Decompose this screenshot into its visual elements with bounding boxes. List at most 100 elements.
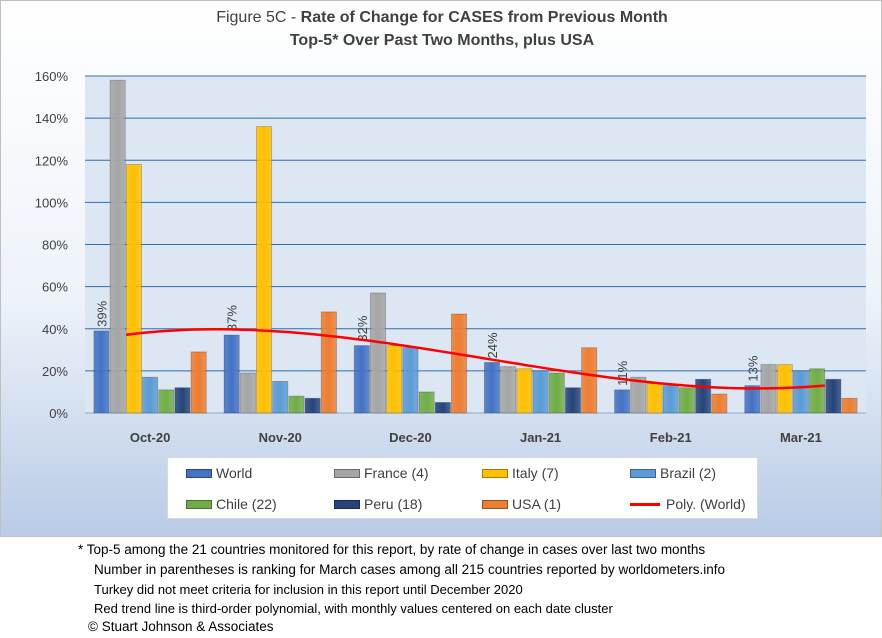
footnote-copyright: © Stuart Johnson & Associates [88, 619, 274, 634]
y-tick-label: 0% [49, 406, 68, 421]
chart-title-prefix: Figure 5C - [216, 9, 301, 26]
y-tick-label: 60% [42, 280, 68, 295]
y-tick-label: 160% [35, 69, 69, 84]
y-tick-label: 80% [42, 238, 68, 253]
bar-italy-feb-21 [646, 383, 663, 414]
x-tick-label: Feb-21 [650, 430, 692, 445]
bar-world-feb-21 [614, 389, 631, 414]
bar-brazil-dec-20 [402, 347, 419, 414]
bar-chile-nov-20 [288, 395, 305, 414]
bar-brazil-oct-20 [142, 376, 159, 414]
bar-chile-dec-20 [418, 391, 435, 414]
bar-chile-jan-21 [548, 372, 565, 414]
bar-brazil-jan-21 [532, 370, 549, 414]
y-tick-label: 20% [42, 364, 68, 379]
bar-italy-jan-21 [516, 368, 533, 414]
bar-france-dec-20 [370, 292, 387, 414]
x-tick-label: Nov-20 [259, 430, 302, 445]
y-tick-label: 40% [42, 322, 68, 337]
chart-title: Figure 5C - Rate of Change for CASES fro… [1, 9, 882, 27]
bar-brazil-mar-21 [792, 370, 809, 414]
bar-usa-jan-21 [581, 347, 598, 414]
bars [93, 79, 858, 414]
x-tick-label: Mar-21 [780, 430, 822, 445]
bar-france-oct-20 [109, 79, 126, 414]
footnote-3: Turkey did not meet criteria for inclusi… [94, 582, 523, 597]
chart-area: Figure 5C - Rate of Change for CASES fro… [0, 0, 882, 537]
bar-usa-dec-20 [451, 313, 468, 414]
legend-swatch [334, 499, 360, 509]
legend-label: France (4) [364, 465, 429, 481]
x-tick-label: Jan-21 [520, 430, 561, 445]
legend-item: USA (1) [482, 494, 561, 514]
bar-world-dec-20 [353, 345, 370, 414]
legend-label: Italy (7) [512, 465, 559, 481]
y-tick-label: 100% [35, 195, 69, 210]
footnote-4: Red trend line is third-order polynomial… [94, 601, 613, 616]
legend-label: World [216, 465, 253, 481]
legend-label: Chile (22) [216, 496, 277, 512]
bar-usa-nov-20 [320, 311, 337, 414]
data-label-world: 11% [615, 360, 630, 385]
legend-swatch [334, 468, 360, 478]
x-tick-label: Oct-20 [130, 430, 170, 445]
bar-peru-jan-21 [564, 387, 581, 414]
bar-brazil-nov-20 [272, 381, 289, 414]
bar-chile-mar-21 [809, 368, 826, 414]
bar-world-mar-21 [744, 385, 761, 414]
legend-swatch [186, 468, 212, 478]
footnote-1: * Top-5 among the 21 countries monitored… [78, 542, 706, 557]
bar-peru-nov-20 [304, 397, 321, 414]
bar-france-nov-20 [239, 372, 256, 414]
legend-item: Peru (18) [334, 494, 422, 514]
trendline-world [125, 328, 826, 390]
bar-world-jan-21 [483, 362, 500, 414]
data-label-world: 32% [355, 315, 370, 341]
bar-brazil-feb-21 [662, 385, 679, 414]
data-label-world: 39% [94, 300, 109, 326]
legend-swatch [186, 499, 212, 509]
y-tick-labels: 0% 20% 40% 60% 80% 100% 120% 140% 160% [35, 69, 69, 421]
x-tick-label: Dec-20 [389, 430, 432, 445]
bar-peru-feb-21 [695, 378, 712, 414]
legend-label: Peru (18) [364, 496, 423, 512]
x-tick-labels: Oct-20 Nov-20 Dec-20 Jan-21 Feb-21 Mar-21 [130, 430, 822, 445]
bar-italy-nov-20 [256, 126, 273, 414]
footnotes: * Top-5 among the 21 countries monitored… [0, 537, 882, 638]
data-label-world: 37% [225, 305, 240, 331]
bar-world-oct-20 [93, 330, 110, 414]
legend-swatch [482, 499, 508, 509]
legend-line-swatch [630, 502, 660, 506]
legend: World France (4) Italy (7) Brazil (2) Chile … [167, 457, 758, 519]
bar-italy-dec-20 [386, 345, 403, 414]
trendline-layer [125, 328, 826, 390]
bar-italy-oct-20 [125, 164, 142, 414]
bar-france-feb-21 [630, 376, 647, 414]
bar-usa-feb-21 [711, 393, 728, 414]
legend-label: Poly. (World) [666, 496, 746, 512]
legend-label: Brazil (2) [660, 465, 717, 481]
plot: 0% 20% 40% 60% 80% 100% 120% 140% 160% 39% 37% 32%… [35, 69, 866, 445]
data-label-world: 24% [485, 332, 500, 358]
bar-peru-mar-21 [825, 378, 842, 414]
footnote-2: Number in parentheses is ranking for Mar… [94, 562, 726, 577]
bar-chile-oct-20 [158, 389, 175, 414]
data-label-world: 13% [745, 355, 760, 381]
legend-swatch [630, 468, 656, 478]
legend-item: Brazil (2) [630, 463, 716, 483]
legend-item: Chile (22) [186, 494, 277, 514]
legend-item: World [186, 463, 252, 483]
bar-usa-mar-21 [841, 397, 858, 414]
bar-peru-oct-20 [174, 387, 191, 414]
bar-france-jan-21 [500, 366, 517, 414]
bar-peru-dec-20 [434, 402, 451, 414]
chart-subtitle: Top-5* Over Past Two Months, plus USA [289, 32, 595, 49]
bar-usa-oct-20 [190, 351, 207, 414]
legend-item: Poly. (World) [630, 494, 746, 514]
y-tick-label: 140% [35, 111, 69, 126]
legend-item: Italy (7) [482, 463, 559, 483]
chart-title-main: Rate of Change for CASES from Previous M… [300, 9, 668, 26]
legend-label: USA (1) [512, 496, 562, 512]
y-tick-label: 120% [35, 153, 69, 168]
bar-world-nov-20 [223, 334, 240, 414]
